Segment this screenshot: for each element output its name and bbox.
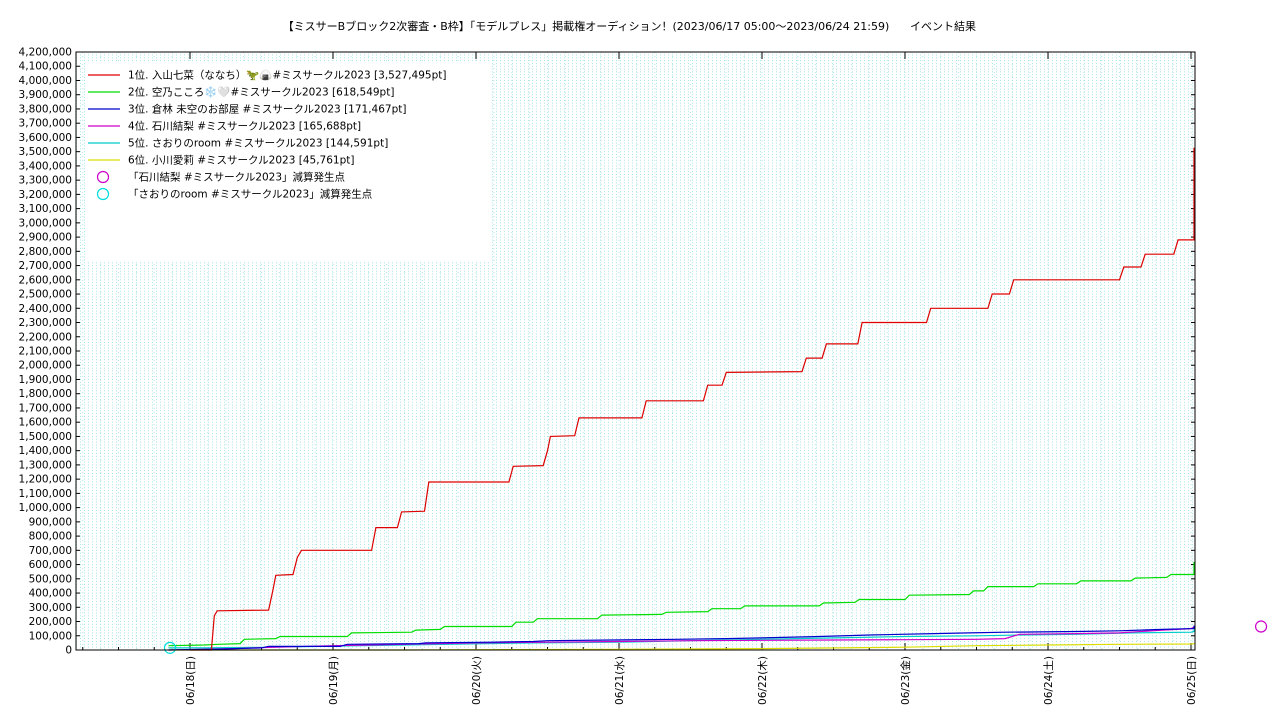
x-tick-label: 06/23(金) <box>899 656 912 705</box>
y-tick-label: 800,000 <box>29 531 72 543</box>
y-tick-label: 4,100,000 <box>19 61 72 73</box>
x-axis: 06/18(日) 06/19(月) 06/20(火) 06/21(水) 06/22(木)… <box>82 52 1198 705</box>
x-tick-label: 06/22(木) <box>757 656 769 705</box>
grid-lines <box>76 51 1195 651</box>
y-tick-label: 500,000 <box>29 573 72 585</box>
plot-frame <box>75 51 1196 651</box>
y-axis: 0 100,000 200,000 300,000 400,000 500,000 600,… <box>19 47 1195 657</box>
y-tick-label: 400,000 <box>29 588 72 600</box>
y-tick-label: 3,000,000 <box>19 217 72 229</box>
y-tick-label: 3,600,000 <box>19 132 72 144</box>
y-tick-label: 4,200,000 <box>19 47 72 59</box>
legend-marker-swatch-1 <box>96 170 110 184</box>
legend-marker-swatch-2 <box>96 187 110 201</box>
y-tick-label: 300,000 <box>29 602 72 614</box>
y-tick-label: 1,300,000 <box>19 459 72 471</box>
y-tick-label: 3,300,000 <box>19 175 72 187</box>
chart-subtitle: イベント結果 <box>910 19 976 33</box>
y-tick-label: 3,700,000 <box>19 118 72 130</box>
deduction-marker-1 <box>1254 620 1268 633</box>
series-line-2 <box>168 561 1195 647</box>
marker-layer <box>163 620 1268 654</box>
legend-label-3: 3位. 倉林 未空のお部屋 #ミスサークル2023 [171,467pt] <box>128 103 406 116</box>
y-tick-label: 2,100,000 <box>19 346 72 358</box>
y-tick-label: 2,700,000 <box>19 260 72 272</box>
y-tick-label: 2,800,000 <box>19 246 72 258</box>
y-tick-label: 1,800,000 <box>19 388 72 400</box>
y-tick-label: 100,000 <box>29 630 72 642</box>
x-tick-label: 06/21(水) <box>614 656 626 705</box>
x-tick-label: 06/20(火) <box>471 656 483 705</box>
y-tick-label: 1,200,000 <box>19 474 72 486</box>
y-tick-label: 4,000,000 <box>19 75 72 87</box>
y-tick-label: 3,800,000 <box>19 103 72 115</box>
plot-area <box>168 147 1195 651</box>
y-tick-label: 1,000,000 <box>19 502 72 514</box>
y-tick-label: 2,900,000 <box>19 232 72 244</box>
legend-marker-label-1: 「石川結梨 #ミスサークル2023」減算発生点 <box>128 171 345 184</box>
y-tick-label: 1,900,000 <box>19 374 72 386</box>
series-line-3 <box>168 625 1195 651</box>
deduction-marker-2 <box>163 641 177 654</box>
y-tick-label: 3,400,000 <box>19 160 72 172</box>
legend-label-4: 4位. 石川結梨 #ミスサークル2023 [165,688pt] <box>128 120 361 133</box>
y-tick-label: 1,400,000 <box>19 445 72 457</box>
legend-label-6: 6位. 小川愛莉 #ミスサークル2023 [45,761pt] <box>128 154 354 167</box>
y-tick-label: 200,000 <box>29 616 72 628</box>
legend: 1位. 入山七菜（ななち）🦖🍙#ミスサークル2023 [3,527,495pt]… <box>88 69 446 201</box>
series-line-1 <box>190 147 1195 651</box>
y-tick-label: 3,100,000 <box>19 203 72 215</box>
x-tick-label: 06/25(日) <box>1186 656 1198 705</box>
legend-marker-label-2: 「さおりのroom #ミスサークル2023」減算発生点 <box>128 188 372 201</box>
y-tick-label: 0 <box>65 645 72 657</box>
y-tick-label: 2,000,000 <box>19 360 72 372</box>
y-tick-label: 1,500,000 <box>19 431 72 443</box>
x-tick-label: 06/24(土) <box>1042 656 1055 705</box>
y-tick-label: 3,500,000 <box>19 146 72 158</box>
y-tick-label: 600,000 <box>29 559 72 571</box>
x-tick-label: 06/19(月) <box>328 656 340 705</box>
legend-label-1: 1位. 入山七菜（ななち）🦖🍙#ミスサークル2023 [3,527,495pt] <box>128 69 446 82</box>
legend-background <box>86 62 490 262</box>
y-tick-label: 2,200,000 <box>19 331 72 343</box>
y-tick-label: 1,700,000 <box>19 402 72 414</box>
y-tick-label: 700,000 <box>29 545 72 557</box>
y-tick-label: 2,400,000 <box>19 303 72 315</box>
y-tick-label: 900,000 <box>29 516 72 528</box>
y-tick-label: 2,600,000 <box>19 274 72 286</box>
y-tick-label: 3,200,000 <box>19 189 72 201</box>
y-tick-label: 1,100,000 <box>19 488 72 500</box>
y-tick-label: 2,500,000 <box>19 289 72 301</box>
y-tick-label: 3,900,000 <box>19 89 72 101</box>
legend-label-2: 2位. 空乃こころ❄️🤍#ミスサークル2023 [618,549pt] <box>128 86 394 99</box>
legend-label-5: 5位. さおりのroom #ミスサークル2023 [144,591pt] <box>128 137 388 150</box>
chart-title: 【ミスサーBブロック2次審査・B枠】「モデルプレス」掲載権オーディション！(20… <box>283 19 890 33</box>
y-tick-label: 2,300,000 <box>19 317 72 329</box>
y-tick-label: 1,600,000 <box>19 417 72 429</box>
x-tick-label: 06/18(日) <box>185 656 197 705</box>
